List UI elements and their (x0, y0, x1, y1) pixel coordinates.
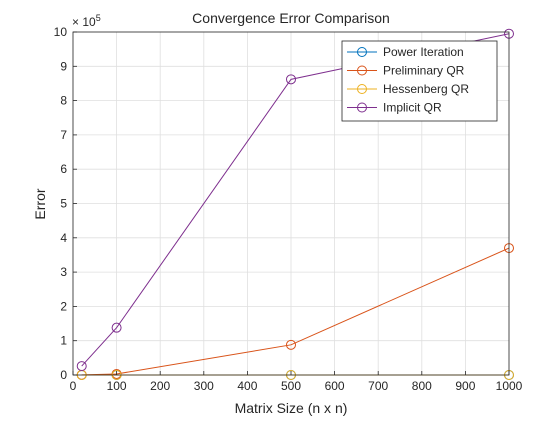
x-tick-label: 700 (368, 379, 388, 393)
series-line-preliminary-qr (81, 247, 510, 376)
x-tick-label: 300 (194, 379, 214, 393)
legend-item[interactable]: Implicit QR (347, 101, 442, 115)
x-tick-label: 600 (325, 379, 345, 393)
legend-item[interactable]: Hessenberg QR (347, 82, 469, 96)
data-point-implicit-qr (111, 322, 122, 333)
data-point-implicit-qr (76, 361, 87, 372)
legend-swatch-marker (357, 65, 367, 76)
x-tick-label: 200 (150, 379, 170, 393)
x-tick-label: 100 (107, 379, 127, 393)
x-tick-label: 900 (455, 379, 475, 393)
data-point-preliminary-qr (286, 339, 296, 350)
y-tick-label: 3 (60, 265, 67, 279)
y-tick-label: 0 (60, 368, 67, 382)
x-tick-label: 0 (70, 379, 77, 393)
y-tick-label: 10 (54, 25, 68, 39)
y-tick-label: 2 (60, 299, 67, 313)
legend-swatch-marker (357, 84, 367, 94)
chart-title: Convergence Error Comparison (192, 10, 390, 26)
x-axis-ticks: 0 100 200 300 400 500 600 700 800 900 1000 (70, 371, 523, 393)
y-tick-label: 1 (60, 334, 67, 348)
x-tick-label: 800 (412, 379, 432, 393)
y-tick-label: 8 (60, 94, 67, 108)
legend-item[interactable]: Power Iteration (347, 45, 464, 59)
y-axis-ticks: 0 1 2 3 4 5 6 7 8 9 10 (54, 25, 77, 382)
legend-label: Power Iteration (383, 45, 464, 59)
x-tick-label: 1000 (496, 379, 523, 393)
y-tick-label: 4 (60, 231, 67, 245)
y-axis-exponent: × 105 (72, 13, 101, 29)
y-tick-label: 9 (60, 59, 67, 73)
legend[interactable]: Power Iteration Preliminary QR Hessenberg … (341, 40, 498, 122)
y-axis-label: Error (32, 188, 48, 219)
legend-label: Hessenberg QR (383, 82, 469, 96)
data-point-implicit-qr (286, 74, 296, 85)
y-tick-label: 5 (60, 197, 67, 211)
y-tick-label: 7 (60, 128, 67, 142)
y-tick-label: 6 (60, 162, 67, 176)
legend-label: Preliminary QR (383, 64, 465, 78)
x-tick-label: 400 (237, 379, 257, 393)
y-axis-exponent-power: 5 (96, 13, 101, 23)
legend-swatch-marker (357, 102, 367, 113)
legend-item[interactable]: Preliminary QR (347, 64, 465, 78)
x-axis-label: Matrix Size (n x n) (235, 400, 348, 416)
x-tick-label: 500 (281, 379, 301, 393)
legend-swatch-marker (357, 47, 367, 57)
legend-label: Implicit QR (383, 101, 442, 115)
